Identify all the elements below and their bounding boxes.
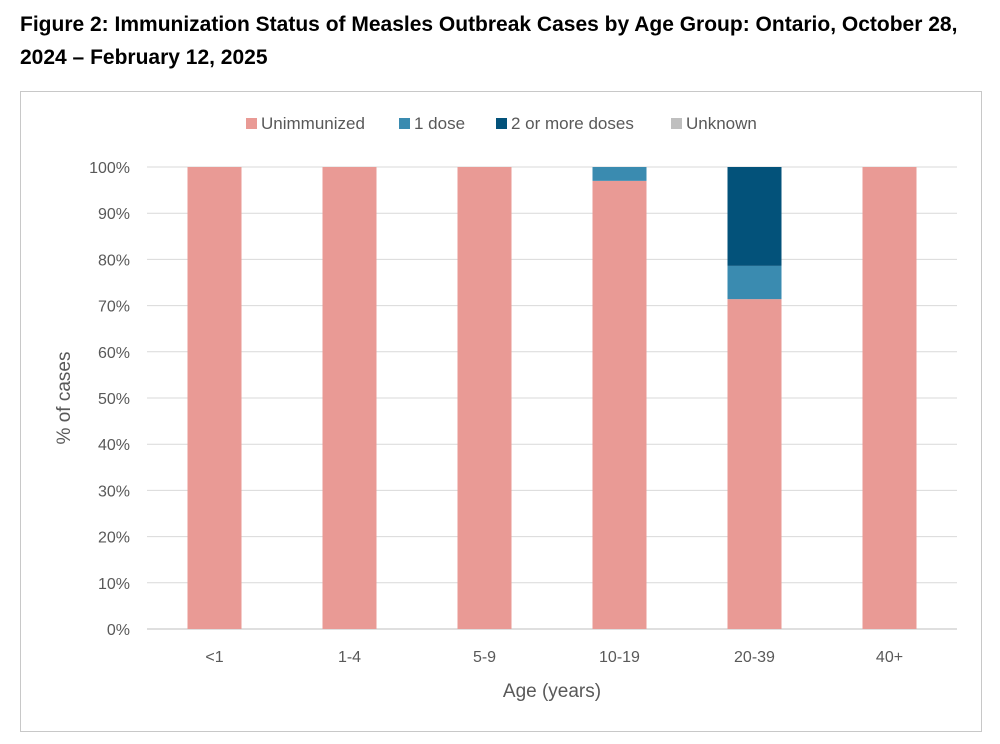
y-tick-label: 50% xyxy=(98,391,130,408)
x-tick-label: 1-4 xyxy=(338,649,361,666)
x-tick-label: 5-9 xyxy=(473,649,496,666)
bar-segment xyxy=(727,167,782,266)
y-axis-title: % of cases xyxy=(54,352,75,445)
x-axis-ticks: <1 1-4 5-9 10-19 20-39 40+ xyxy=(205,649,903,666)
bar-segment xyxy=(862,167,917,629)
gridlines xyxy=(147,166,957,630)
legend-label: 2 or more doses xyxy=(511,114,634,133)
bar-segment xyxy=(727,265,782,300)
legend-swatch xyxy=(671,118,682,129)
x-tick-label: 20-39 xyxy=(734,649,775,666)
y-tick-label: 10% xyxy=(98,576,130,593)
y-tick-label: 60% xyxy=(98,345,130,362)
bar-segment xyxy=(457,167,512,629)
bar-segment xyxy=(592,180,647,630)
legend-label: Unknown xyxy=(686,114,757,133)
y-axis-ticks: 0% 10% 20% 30% 40% 50% 60% 70% 80% 90% 100% xyxy=(89,160,130,639)
y-tick-label: 70% xyxy=(98,299,130,316)
y-tick-label: 20% xyxy=(98,530,130,547)
bar-segment xyxy=(187,167,242,629)
y-tick-label: 100% xyxy=(89,160,130,177)
figure-title: Figure 2: Immunization Status of Measles… xyxy=(20,13,958,69)
legend-label: 1 dose xyxy=(414,114,465,133)
legend-swatch xyxy=(399,118,410,129)
legend-swatch xyxy=(246,118,257,129)
bar-segment xyxy=(322,167,377,629)
bar-segment xyxy=(727,299,782,629)
legend-label: Unimmunized xyxy=(261,114,365,133)
y-tick-label: 0% xyxy=(107,622,130,639)
bars xyxy=(187,167,917,630)
y-tick-label: 30% xyxy=(98,483,130,500)
legend-swatch xyxy=(496,118,507,129)
y-tick-label: 40% xyxy=(98,437,130,454)
x-tick-label: 10-19 xyxy=(599,649,640,666)
x-tick-label: <1 xyxy=(205,649,223,666)
y-tick-label: 80% xyxy=(98,252,130,269)
x-tick-label: 40+ xyxy=(876,649,903,666)
legend: Unimmunized 1 dose 2 or more doses Unknown xyxy=(246,114,757,133)
bar-segment xyxy=(592,167,647,181)
y-tick-label: 90% xyxy=(98,206,130,223)
x-axis-title: Age (years) xyxy=(503,681,601,702)
